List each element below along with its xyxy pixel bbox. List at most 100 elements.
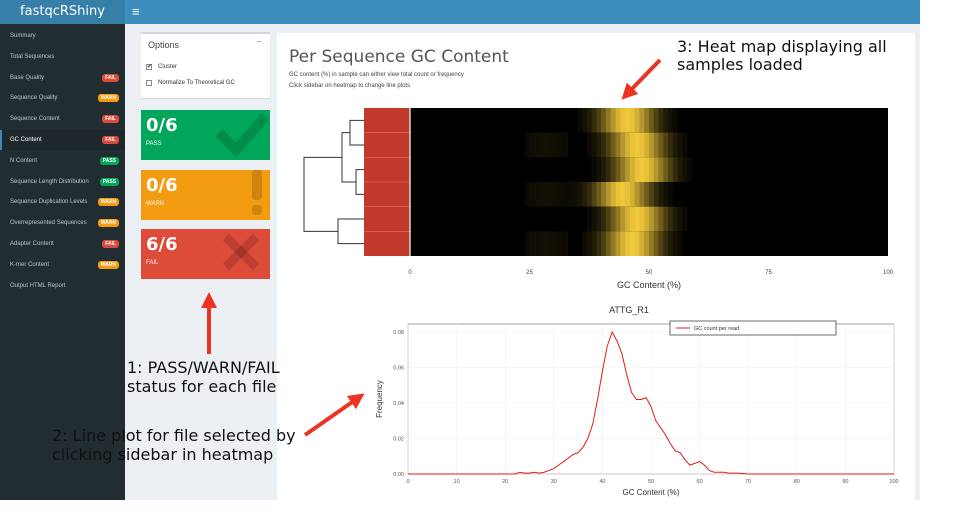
heatmap-cell — [529, 182, 535, 207]
sidebar-item-adapter-content[interactable]: Adapter Content FAIL — [0, 234, 125, 254]
sidebar-item-base-quality[interactable]: Base Quality FAIL — [0, 68, 125, 88]
sidebar-item-sequence-duplication-levels[interactable]: Sequence Duplication Levels WARN — [0, 192, 125, 212]
heatmap-cell — [524, 182, 530, 207]
heatmap-cell — [615, 182, 621, 207]
sidebar: Summary Total Sequences Base Quality FAIL Se… — [0, 24, 125, 500]
heatmap-cell — [548, 231, 554, 256]
sidebar-item-label: Base Quality — [10, 74, 45, 81]
chart-title: ATTG_R1 — [609, 305, 649, 315]
sidebar-item-k-mer-content[interactable]: K-mer Content WARN — [0, 255, 125, 275]
heatmap-cell — [586, 182, 592, 207]
heatmap-cell — [682, 206, 688, 232]
heatmap-cell — [663, 206, 669, 232]
cluster-label: Cluster — [158, 64, 178, 70]
sidebar-item-output-html-report[interactable]: Output HTML Report — [0, 276, 125, 296]
heatmap-cell — [653, 206, 659, 232]
heatmap-cell — [625, 206, 631, 232]
sidebar-item-n-content[interactable]: N Content PASS — [0, 151, 125, 171]
page-title: Per Sequence GC Content — [289, 47, 509, 67]
heatmap-cell — [653, 182, 659, 207]
heatmap-cell — [586, 108, 592, 133]
normalize-option[interactable]: Normalize To Theoretical GC — [146, 80, 235, 86]
heatmap-cell — [634, 157, 640, 182]
options-box: Options − ✔ Cluster Normalize To Theoret… — [141, 32, 270, 98]
heatmap-cell — [539, 231, 545, 256]
heatmap-cell — [596, 132, 602, 158]
heatmap-cell — [649, 231, 655, 256]
hamburger-icon[interactable]: ≡ — [132, 4, 140, 19]
x-tick-label: 20 — [502, 479, 508, 485]
x-tick-label: 70 — [745, 479, 751, 485]
heatmap-cell — [529, 132, 535, 158]
heatmap-cell — [615, 108, 621, 133]
collapse-button[interactable]: − — [256, 37, 262, 48]
dendrogram-branch — [341, 132, 356, 183]
heatmap-cell — [539, 132, 545, 158]
description-line-2: Click sidebar on heatmap to change line … — [289, 83, 411, 89]
sidebar-item-sequence-content[interactable]: Sequence Content FAIL — [0, 109, 125, 129]
x-tick-label: 10 — [454, 479, 460, 485]
sidebar-item-label: Overrepresented Sequences — [10, 220, 87, 227]
heatmap-cell — [682, 132, 688, 158]
heatmap-cell — [601, 182, 607, 207]
heatmap-cell — [601, 108, 607, 133]
sidebar-item-gc-content[interactable]: GC Content FAIL — [0, 130, 125, 150]
heatmap-cell — [663, 132, 669, 158]
heatmap-cell — [644, 132, 650, 158]
heatmap-cell — [649, 108, 655, 133]
heatmap-cell — [534, 182, 540, 207]
sidebar-item-summary[interactable]: Summary — [0, 26, 125, 46]
sidebar-item-overrepresented-sequences[interactable]: Overrepresented Sequences WARN — [0, 213, 125, 233]
sidebar-item-sequence-quality[interactable]: Sequence Quality WARN — [0, 88, 125, 108]
sidebar-item-sequence-length-distribution[interactable]: Sequence Length Distribution PASS — [0, 172, 125, 192]
heatmap-cell — [558, 231, 564, 256]
heatmap-cell — [605, 108, 612, 133]
heatmap-cell — [658, 157, 664, 182]
heatmap-cell — [610, 132, 616, 158]
sidebar-item-total-sequences[interactable]: Total Sequences — [0, 47, 125, 67]
heatmap-cell — [543, 132, 549, 158]
heatmap-x-label: GC Content (%) — [617, 280, 681, 290]
heatmap-cell — [625, 108, 631, 133]
heatmap-cell — [591, 132, 597, 158]
heatmap-cell — [658, 108, 664, 133]
fail-label: FAIL — [146, 260, 159, 266]
status-badge: FAIL — [102, 240, 119, 248]
heatmap-cell — [658, 182, 664, 207]
heatmap-cell — [639, 182, 645, 207]
normalize-checkbox[interactable] — [146, 80, 152, 86]
dendrogram-branch — [355, 169, 364, 195]
app-logo[interactable]: fastqcRShiny — [0, 0, 125, 24]
options-title: Options — [148, 40, 180, 50]
heatmap-cell — [663, 108, 669, 133]
pass-status-box: 0/6 PASS — [141, 110, 270, 160]
annotation-2-line-2: clicking sidebar in heatmap — [52, 445, 274, 464]
x-tick-label: 30 — [551, 479, 557, 485]
heatmap-cell — [591, 182, 597, 207]
heatmap-cell — [543, 231, 549, 256]
cluster-checkbox[interactable]: ✔ — [146, 64, 153, 70]
heatmap-cell — [663, 157, 669, 182]
heatmap-cell — [548, 182, 554, 207]
gc-line-plot: ATTG_R1 0 10 20 30 40 50 60 70 80 90 100 0.00 0.02 0.0… — [375, 305, 899, 497]
status-badge: PASS — [99, 156, 119, 165]
heatmap-cell — [591, 206, 597, 232]
heatmap-cell — [653, 132, 659, 158]
heatmap-cell — [639, 108, 645, 133]
heatmap-cell — [567, 182, 573, 207]
heatmap-cell — [629, 157, 635, 182]
y-tick-label: 0.06 — [393, 366, 404, 372]
heatmap-cell — [620, 108, 626, 133]
heatmap-cell — [672, 157, 678, 182]
sidebar-item-label: Sequence Quality — [10, 95, 58, 102]
gc-heatmap[interactable]: 0 25 50 75 100 GC Content (%) — [298, 106, 908, 296]
heatmap-cell — [672, 108, 678, 133]
pass-label: PASS — [146, 141, 162, 147]
heatmap-cell — [605, 231, 612, 256]
description-line-1: GC content (%) in sample can either view… — [289, 72, 464, 78]
x-icon — [222, 233, 260, 271]
heatmap-cell — [582, 182, 588, 207]
sidebar-item-label: Sequence Content — [10, 116, 60, 123]
heatmap-x-tick: 75 — [765, 270, 772, 276]
cluster-option[interactable]: ✔ Cluster — [146, 64, 177, 70]
